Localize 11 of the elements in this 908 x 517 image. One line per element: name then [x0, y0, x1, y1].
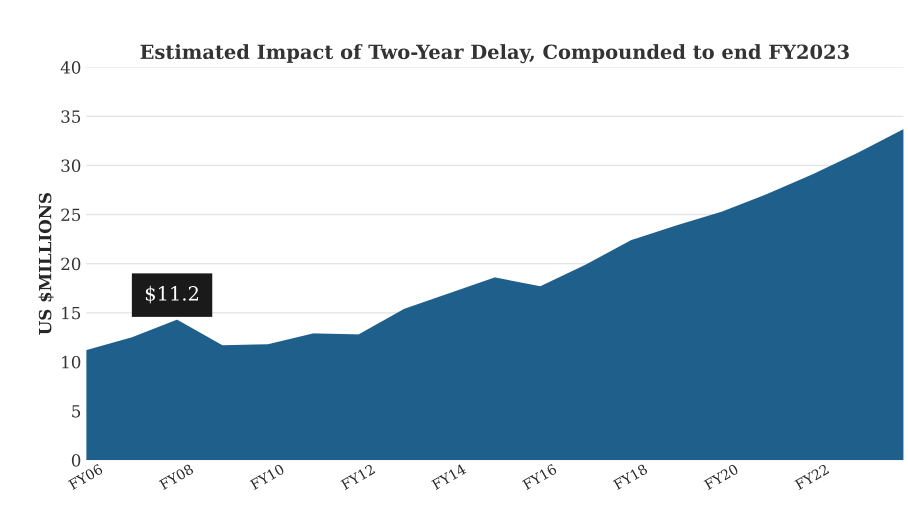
chart-title: Estimated Impact of Two-Year Delay, Compounded to end FY2023: [140, 44, 849, 64]
y-tick-label: 40: [60, 61, 80, 74]
y-axis-title: US $MILLIONS: [38, 193, 54, 335]
y-tick-label: 35: [61, 110, 80, 123]
y-tick-label: 10: [62, 356, 80, 368]
y-tick-label: 30: [61, 159, 80, 172]
y-tick-label: 20: [61, 258, 80, 270]
y-tick-label: 5: [72, 405, 80, 418]
y-tick-label: 25: [61, 208, 80, 222]
annotation: $11.2: [146, 286, 198, 304]
y-tick-label: 15: [62, 306, 80, 320]
